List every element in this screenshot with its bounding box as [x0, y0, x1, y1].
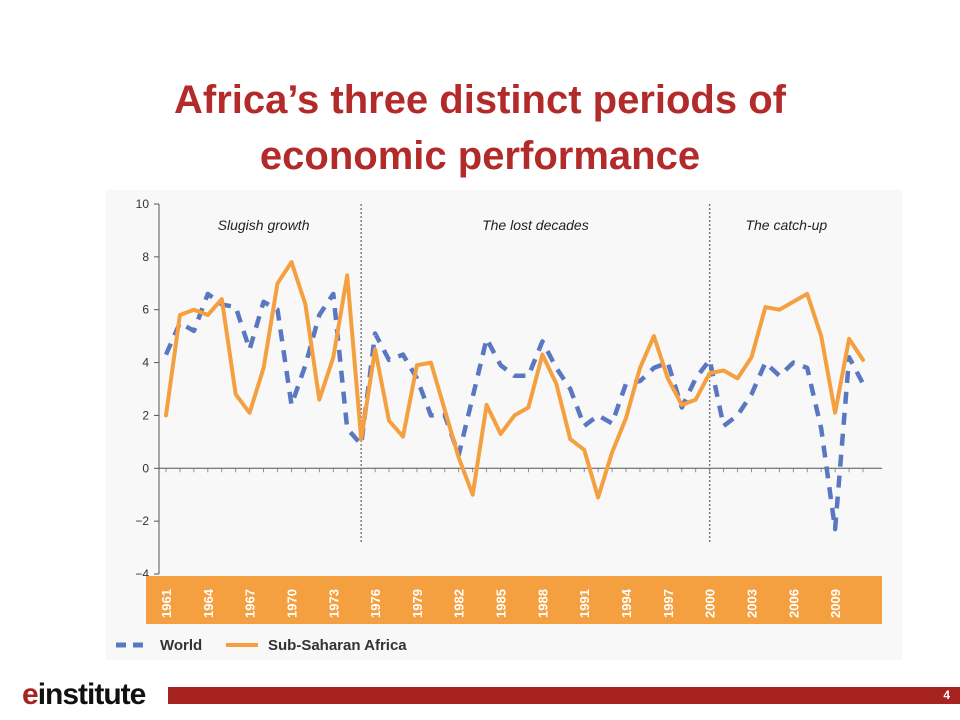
x-tick-label: 1964 — [201, 588, 216, 618]
legend-world-label: World — [160, 637, 202, 654]
y-tick-label: 10 — [136, 197, 150, 211]
y-tick-label: −4 — [135, 567, 149, 581]
y-tick-label: 2 — [142, 408, 149, 422]
logo-e: e — [22, 678, 39, 711]
sub-saharan-africa-series-line — [164, 260, 865, 500]
x-tick-label: 1970 — [284, 589, 299, 618]
logo-text: institute — [37, 678, 147, 711]
x-tick-label: 1994 — [619, 588, 634, 618]
y-tick-label: 8 — [142, 250, 149, 264]
legend-africa-label: Sub-Saharan Africa — [268, 637, 407, 654]
world-series-line — [163, 291, 865, 532]
x-tick-label: 2009 — [828, 589, 843, 618]
page-number: 4 — [943, 688, 950, 702]
chart-panel: 10 8 6 4 2 0 −2 −4 Slugish growth The lost decade… — [106, 190, 902, 660]
x-tick-label: 1988 — [535, 589, 550, 618]
x-tick-label: 1997 — [661, 589, 676, 618]
y-tick-label: −2 — [135, 514, 149, 528]
einstitute-logo: einstitute — [22, 678, 147, 712]
x-tick-label: 1973 — [326, 589, 341, 618]
period-label: Slugish growth — [218, 217, 310, 233]
title-line-2: economic performance — [259, 134, 701, 178]
period-label: The catch-up — [745, 217, 827, 233]
x-tick-label: 1967 — [243, 589, 258, 618]
x-tick-label: 2006 — [786, 589, 801, 618]
x-tick-label: 2003 — [744, 589, 759, 618]
x-tick-label: 1982 — [452, 589, 467, 618]
y-tick-label: 0 — [142, 461, 149, 475]
slide-title: Africa’s three distinct periods of econo… — [60, 72, 900, 184]
x-tick-label: 2000 — [703, 589, 718, 618]
period-label: The lost decades — [482, 217, 589, 233]
y-tick-label: 6 — [142, 303, 149, 317]
x-tick-label: 1979 — [410, 589, 425, 618]
growth-line-chart: 10 8 6 4 2 0 −2 −4 Slugish growth The lost decade… — [116, 197, 882, 654]
x-tick-label: 1985 — [494, 589, 509, 618]
footer-bar: 4 — [168, 687, 960, 704]
x-tick-label: 1961 — [159, 589, 174, 618]
x-axis-band — [146, 576, 882, 624]
title-line-1: Africa’s three distinct periods of — [174, 78, 786, 122]
x-tick-label: 1991 — [577, 589, 592, 618]
y-tick-label: 4 — [142, 356, 149, 370]
x-tick-label: 1976 — [368, 589, 383, 618]
